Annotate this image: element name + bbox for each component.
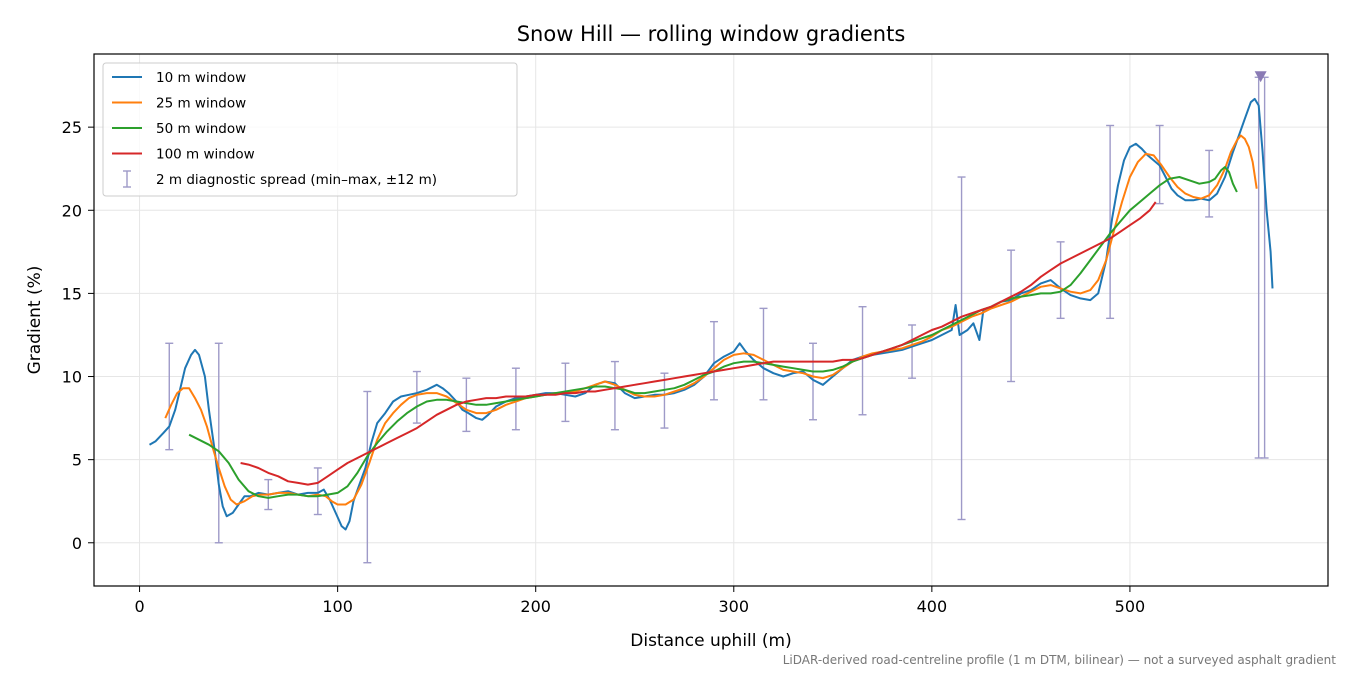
legend-items: 10 m window 25 m window 50 m window 100 m w… [112, 70, 437, 188]
peak-marker [1254, 71, 1267, 83]
errorbar [809, 342, 818, 421]
y-tick-label: 5 [72, 451, 82, 470]
errorbar [1106, 124, 1115, 320]
series-layer [149, 97, 1274, 531]
y-tick-label: 10 [62, 368, 82, 387]
errorbar [165, 342, 174, 451]
legend-item: 100 m window [112, 147, 255, 163]
errorbar [1007, 249, 1016, 383]
legend-label: 10 m window [156, 70, 246, 86]
y-tick-label: 15 [62, 284, 82, 303]
legend-box [102, 62, 518, 197]
errorbar [313, 467, 322, 516]
legend-item: 25 m window [112, 96, 246, 112]
errorbar [660, 372, 669, 429]
errorbar [412, 370, 421, 424]
legend-label: 25 m window [156, 96, 246, 112]
errorbar [214, 342, 223, 544]
y-axis-ticks: 0 5 10 15 20 25 [62, 118, 94, 553]
x-tick-label: 100 [322, 597, 353, 616]
axes-frame [93, 53, 1329, 587]
x-tick-label: 200 [520, 597, 551, 616]
x-axis-label: Distance uphill (m) [630, 631, 791, 651]
y-tick-label: 20 [62, 201, 82, 220]
x-tick-label: 0 [134, 597, 144, 616]
legend-item: 10 m window [112, 70, 246, 86]
x-tick-label: 500 [1115, 597, 1146, 616]
series-line-4 [240, 201, 1157, 486]
errorbar [610, 360, 619, 431]
legend-label: 2 m diagnostic spread (min–max, ±12 m) [156, 172, 437, 188]
errorbar [908, 324, 917, 379]
errorbar [858, 306, 867, 416]
x-axis-ticks: 0 100 200 300 400 500 [134, 586, 1145, 616]
y-axis-label: Gradient (%) [25, 266, 45, 375]
footnote: LiDAR-derived road-centreline profile (1… [783, 653, 1337, 667]
errorbar [957, 176, 966, 521]
legend-swatch [123, 170, 131, 188]
series-line-3 [188, 166, 1238, 499]
x-tick-label: 300 [719, 597, 750, 616]
marker-layer [1254, 71, 1267, 83]
errorbar [709, 320, 718, 401]
plot-area [149, 71, 1274, 564]
y-tick-label: 0 [72, 534, 82, 553]
errorbar [462, 377, 471, 433]
chart-title: Snow Hill — rolling window gradients [517, 22, 906, 46]
legend-label: 50 m window [156, 121, 246, 137]
legend-label: 100 m window [156, 147, 255, 163]
legend-item: 2 m diagnostic spread (min–max, ±12 m) [123, 170, 437, 188]
errorbar [363, 390, 372, 564]
y-tick-label: 25 [62, 118, 82, 137]
errorbar [1205, 149, 1214, 218]
errorbar-layer [165, 76, 1269, 564]
errorbar [1056, 241, 1065, 320]
errorbar [759, 307, 768, 401]
legend-item: 50 m window [112, 121, 246, 137]
legend: 10 m window 25 m window 50 m window 100 m w… [102, 62, 518, 197]
x-tick-label: 400 [917, 597, 948, 616]
grid [94, 54, 1328, 586]
